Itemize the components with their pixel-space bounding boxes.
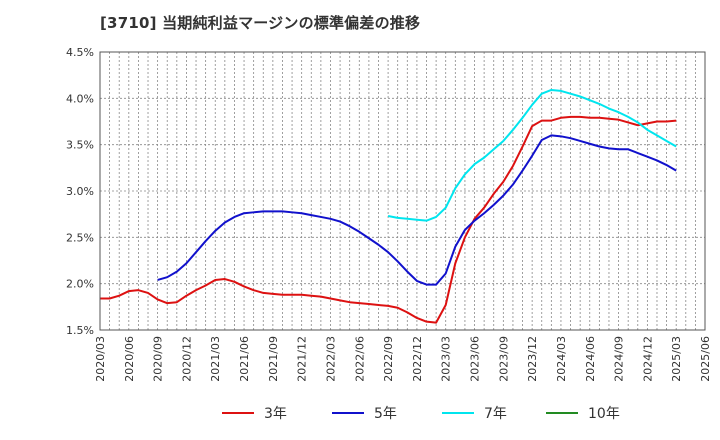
series-line-2 xyxy=(387,88,677,222)
y-tick-label: 2.5% xyxy=(66,231,94,244)
x-tick-label: 2023/12 xyxy=(526,336,539,382)
plot-frame xyxy=(99,51,706,331)
x-tick-label: 2020/12 xyxy=(180,336,193,382)
x-tick-label: 2022/09 xyxy=(382,336,395,382)
x-tick-label: 2024/03 xyxy=(555,336,568,382)
series-line-0 xyxy=(100,115,677,324)
x-tick-label: 2020/06 xyxy=(123,336,136,382)
x-tick-label: 2020/09 xyxy=(152,336,165,382)
series-lines xyxy=(100,88,677,324)
legend: 3年 5年 7年 10年 xyxy=(222,406,620,422)
x-tick-label: 2025/06 xyxy=(699,336,712,382)
legend-label: 10年 xyxy=(588,406,620,422)
x-tick-label: 2021/06 xyxy=(238,336,251,382)
y-tick-label: 3.0% xyxy=(66,185,94,198)
x-tick-label: 2022/06 xyxy=(353,336,366,382)
y-tick-label: 3.5% xyxy=(66,139,94,152)
x-tick-label: 2025/03 xyxy=(670,336,683,382)
y-tick-label: 2.0% xyxy=(66,278,94,291)
x-tick-label: 2021/03 xyxy=(209,336,222,382)
x-tick-label: 2024/09 xyxy=(613,336,626,382)
x-tick-label: 2024/12 xyxy=(641,336,654,382)
y-tick-label: 4.0% xyxy=(66,92,94,105)
x-tick-label: 2023/06 xyxy=(469,336,482,382)
x-tick-label: 2020/03 xyxy=(94,336,107,382)
x-axis-ticks: 2020/03 2020/06 2020/09 2020/12 2021/03 2021/… xyxy=(94,336,712,382)
x-tick-label: 2024/06 xyxy=(584,336,597,382)
y-axis-ticks: 4.5% 4.0% 3.5% 3.0% 2.5% 2.0% 1.5% xyxy=(66,46,94,337)
x-tick-label: 2021/09 xyxy=(267,336,280,382)
legend-label: 7年 xyxy=(484,406,507,422)
y-tick-label: 1.5% xyxy=(66,324,94,337)
x-tick-label: 2022/12 xyxy=(411,336,424,382)
series-line-1 xyxy=(157,134,677,286)
x-tick-label: 2023/03 xyxy=(440,336,453,382)
chart-title: [3710] 当期純利益マージンの標準偏差の推移 xyxy=(100,14,421,32)
legend-label: 5年 xyxy=(374,406,397,422)
x-tick-label: 2021/12 xyxy=(296,336,309,382)
x-tick-label: 2023/09 xyxy=(497,336,510,382)
x-tick-label: 2022/03 xyxy=(324,336,337,382)
y-tick-label: 4.5% xyxy=(66,46,94,59)
grid xyxy=(99,51,706,331)
legend-label: 3年 xyxy=(264,406,287,422)
